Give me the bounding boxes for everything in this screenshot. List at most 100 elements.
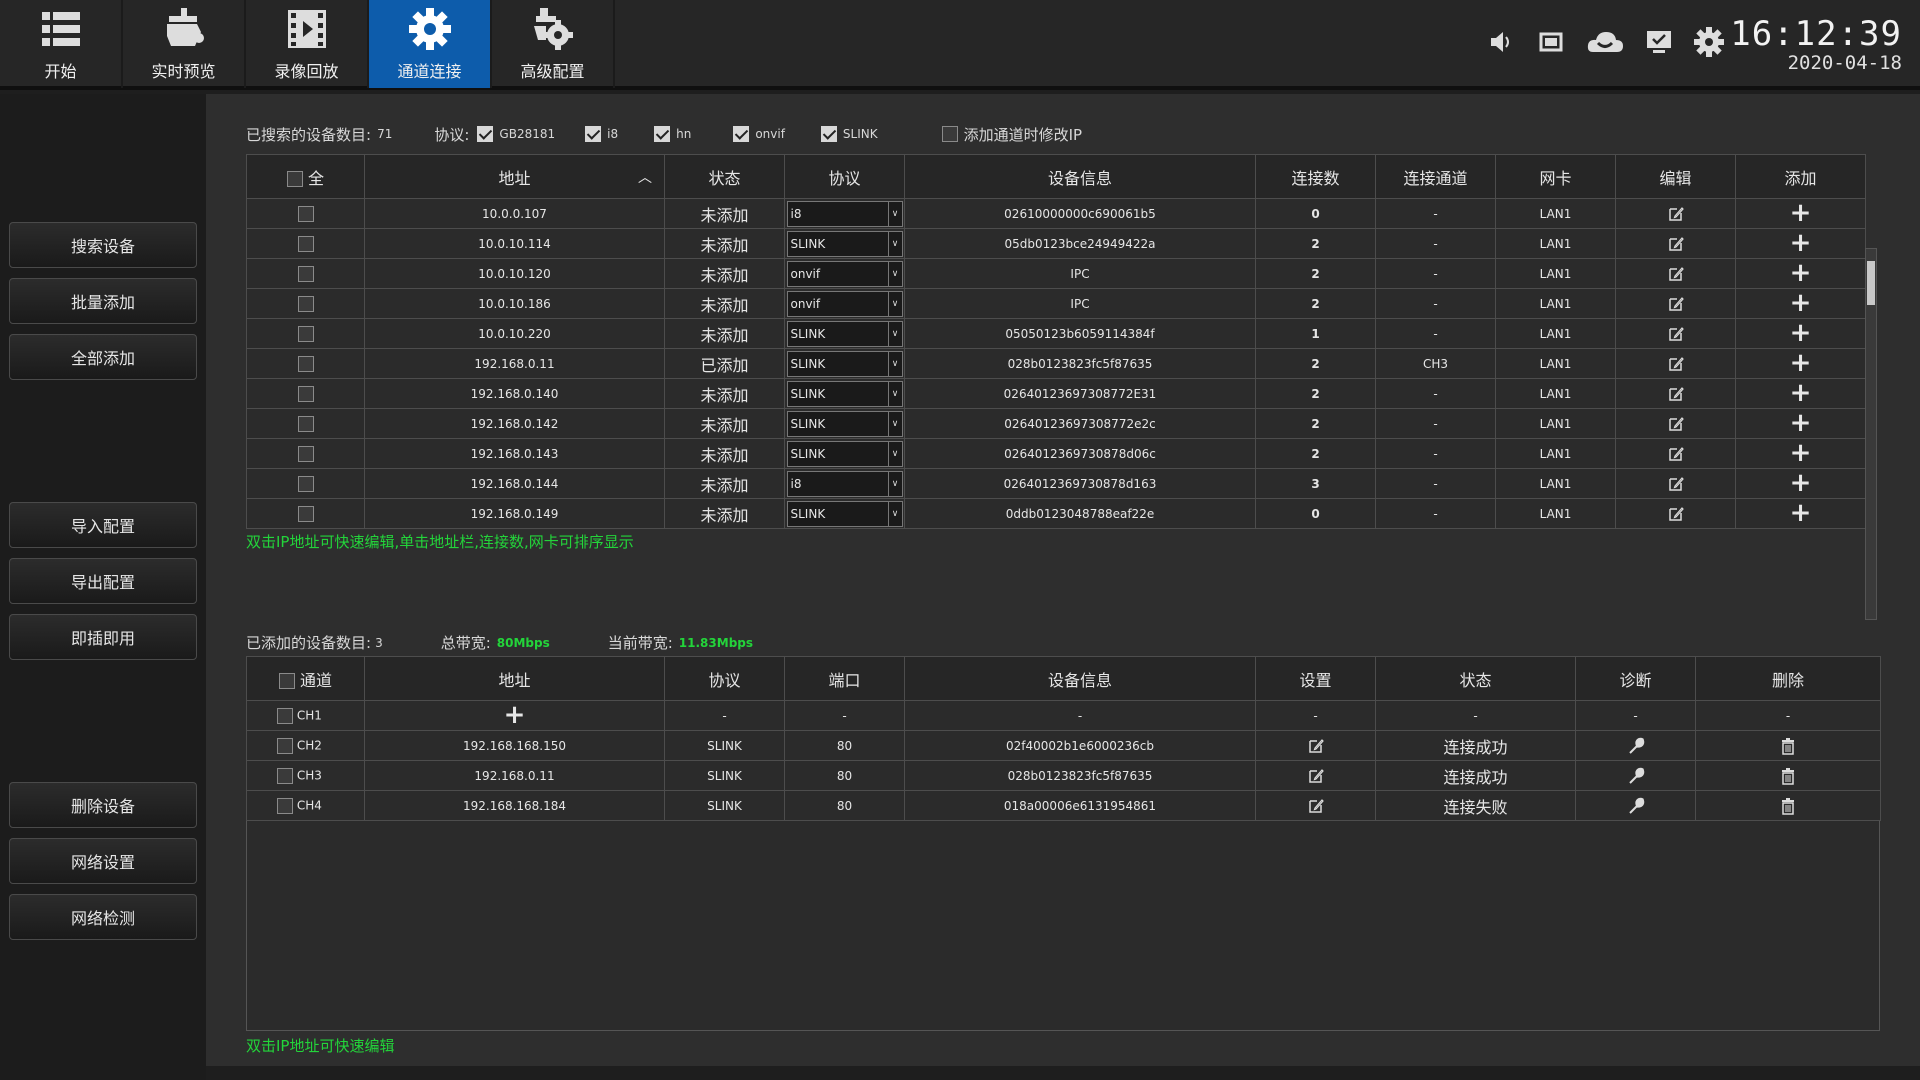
speaker-icon[interactable] bbox=[1485, 26, 1517, 58]
trash-icon[interactable] bbox=[1779, 737, 1797, 755]
channel-cell[interactable]: CH3 bbox=[246, 760, 365, 791]
wrench-icon[interactable] bbox=[1627, 737, 1645, 754]
settings-icon[interactable] bbox=[1693, 26, 1725, 58]
table-row[interactable]: 192.168.0.11 已添加 SLINK ∨ 028b0123823fc5f8763… bbox=[246, 348, 1866, 379]
wrench-icon[interactable] bbox=[1627, 797, 1645, 814]
address-cell[interactable]: 10.0.10.120 bbox=[364, 258, 665, 289]
edit-icon[interactable] bbox=[1667, 236, 1685, 251]
chevron-down-icon[interactable]: ∨ bbox=[887, 441, 902, 466]
export-config-button[interactable]: 导出配置 bbox=[9, 558, 197, 604]
channel-cell[interactable]: CH1 bbox=[246, 700, 365, 731]
edit-icon[interactable] bbox=[1307, 738, 1325, 753]
select-all-header[interactable]: 全 bbox=[246, 154, 365, 199]
cloud-icon[interactable] bbox=[1585, 26, 1625, 58]
chevron-down-icon[interactable]: ∨ bbox=[887, 471, 902, 496]
select-all-checkbox[interactable] bbox=[278, 673, 295, 689]
select-all-checkbox[interactable] bbox=[286, 171, 303, 187]
row-checkbox[interactable] bbox=[297, 205, 314, 222]
protocol-filter-gb28181[interactable]: GB28181 bbox=[477, 126, 555, 142]
checkbox[interactable] bbox=[820, 126, 837, 142]
edit-icon[interactable] bbox=[1667, 506, 1685, 521]
sort-asc-icon[interactable]: ︿ bbox=[638, 170, 652, 186]
search-devices-button[interactable]: 搜索设备 bbox=[9, 222, 197, 268]
table-row[interactable]: 10.0.10.114 未添加 SLINK ∨ 05db0123bce24949422a… bbox=[246, 228, 1866, 259]
protocol-select[interactable]: SLINK ∨ bbox=[786, 230, 903, 257]
edit-icon[interactable] bbox=[1667, 206, 1685, 221]
chevron-down-icon[interactable]: ∨ bbox=[887, 411, 902, 436]
address-cell[interactable]: 192.168.0.11 bbox=[364, 760, 665, 791]
row-checkbox[interactable] bbox=[277, 767, 293, 784]
protocol-select[interactable]: SLINK ∨ bbox=[786, 320, 903, 347]
nav-start[interactable]: 开始 bbox=[0, 0, 123, 88]
add-icon[interactable]: + bbox=[503, 700, 526, 730]
row-checkbox[interactable] bbox=[297, 265, 314, 282]
protocol-select[interactable]: SLINK ∨ bbox=[786, 410, 903, 437]
table-row[interactable]: 10.0.10.120 未添加 onvif ∨ IPC 2- LAN1 + bbox=[246, 258, 1866, 289]
edit-icon[interactable] bbox=[1667, 326, 1685, 341]
table-row[interactable]: CH2 192.168.168.150 SLINK 80 02f40002b1e6000… bbox=[246, 730, 1881, 761]
row-checkbox[interactable] bbox=[297, 235, 314, 252]
network-settings-button[interactable]: 网络设置 bbox=[9, 838, 197, 884]
row-checkbox[interactable] bbox=[297, 445, 314, 462]
protocol-select[interactable]: SLINK ∨ bbox=[786, 440, 903, 467]
address-cell[interactable]: 192.168.0.11 bbox=[364, 348, 665, 379]
add-icon[interactable]: + bbox=[1789, 318, 1812, 348]
address-cell[interactable]: 10.0.10.114 bbox=[364, 228, 665, 259]
row-checkbox[interactable] bbox=[297, 355, 314, 372]
nav-channel-connect[interactable]: 通道连接 bbox=[369, 0, 492, 88]
checkbox[interactable] bbox=[654, 126, 671, 142]
address-cell[interactable]: 10.0.10.220 bbox=[364, 318, 665, 349]
nav-live-preview[interactable]: 实时预览 bbox=[123, 0, 246, 88]
search-table-scrollbar[interactable] bbox=[1865, 248, 1877, 620]
row-select-cell[interactable] bbox=[246, 468, 365, 499]
table-row[interactable]: CH3 192.168.0.11 SLINK 80 028b0123823fc5f876… bbox=[246, 760, 1881, 791]
table-row[interactable]: 10.0.10.220 未添加 SLINK ∨ 05050123b6059114384f… bbox=[246, 318, 1866, 349]
protocol-select[interactable]: onvif ∨ bbox=[786, 290, 903, 317]
add-icon[interactable]: + bbox=[1789, 498, 1812, 528]
row-checkbox[interactable] bbox=[277, 797, 293, 814]
protocol-select[interactable]: SLINK ∨ bbox=[786, 500, 903, 527]
address-cell[interactable]: 192.168.0.142 bbox=[364, 408, 665, 439]
add-icon[interactable]: + bbox=[1789, 228, 1812, 258]
row-select-cell[interactable] bbox=[246, 438, 365, 469]
connections-header[interactable]: 连接数 bbox=[1255, 154, 1376, 199]
edit-icon[interactable] bbox=[1667, 266, 1685, 281]
nic-header[interactable]: 网卡 bbox=[1495, 154, 1616, 199]
protocol-select[interactable]: i8 ∨ bbox=[786, 470, 903, 497]
checkbox[interactable] bbox=[477, 126, 494, 142]
table-row[interactable]: 192.168.0.143 未添加 SLINK ∨ 0264012369730878d0… bbox=[246, 438, 1866, 469]
channel-cell[interactable]: CH2 bbox=[246, 730, 365, 761]
address-cell[interactable]: 10.0.10.186 bbox=[364, 288, 665, 319]
table-row[interactable]: CH4 192.168.168.184 SLINK 80 018a00006e61319… bbox=[246, 790, 1881, 821]
nav-advanced-config[interactable]: 高级配置 bbox=[492, 0, 615, 88]
channel-select-header[interactable]: 通道 bbox=[246, 656, 365, 701]
address-cell[interactable]: 192.168.0.144 bbox=[364, 468, 665, 499]
table-row[interactable]: 192.168.0.144 未添加 i8 ∨ 0264012369730878d163 3… bbox=[246, 468, 1866, 499]
checkbox[interactable] bbox=[585, 126, 602, 142]
table-row[interactable]: 192.168.0.140 未添加 SLINK ∨ 02640123697308772E… bbox=[246, 378, 1866, 409]
edit-icon[interactable] bbox=[1667, 386, 1685, 401]
row-select-cell[interactable] bbox=[246, 498, 365, 529]
modify-ip-option[interactable]: 添加通道时修改IP bbox=[941, 124, 1082, 145]
table-row[interactable]: CH1 + - - - - - - - bbox=[246, 700, 1881, 731]
edit-icon[interactable] bbox=[1667, 356, 1685, 371]
import-config-button[interactable]: 导入配置 bbox=[9, 502, 197, 548]
table-row[interactable]: 10.0.10.186 未添加 onvif ∨ IPC 2- LAN1 + bbox=[246, 288, 1866, 319]
protocol-select[interactable]: onvif ∨ bbox=[786, 260, 903, 287]
edit-icon[interactable] bbox=[1307, 768, 1325, 783]
row-select-cell[interactable] bbox=[246, 318, 365, 349]
address-cell[interactable]: 10.0.0.107 bbox=[364, 198, 665, 229]
chevron-down-icon[interactable]: ∨ bbox=[887, 321, 902, 346]
add-icon[interactable]: + bbox=[1789, 348, 1812, 378]
monitor-icon[interactable] bbox=[1643, 26, 1675, 58]
trash-icon[interactable] bbox=[1779, 767, 1797, 785]
address-cell[interactable]: 192.168.0.149 bbox=[364, 498, 665, 529]
address-cell[interactable]: 192.168.0.140 bbox=[364, 378, 665, 409]
row-checkbox[interactable] bbox=[277, 737, 293, 754]
edit-icon[interactable] bbox=[1667, 296, 1685, 311]
network-check-button[interactable]: 网络检测 bbox=[9, 894, 197, 940]
add-icon[interactable]: + bbox=[1789, 198, 1812, 228]
row-checkbox[interactable] bbox=[297, 415, 314, 432]
screen-icon[interactable] bbox=[1535, 26, 1567, 58]
add-icon[interactable]: + bbox=[1789, 438, 1812, 468]
